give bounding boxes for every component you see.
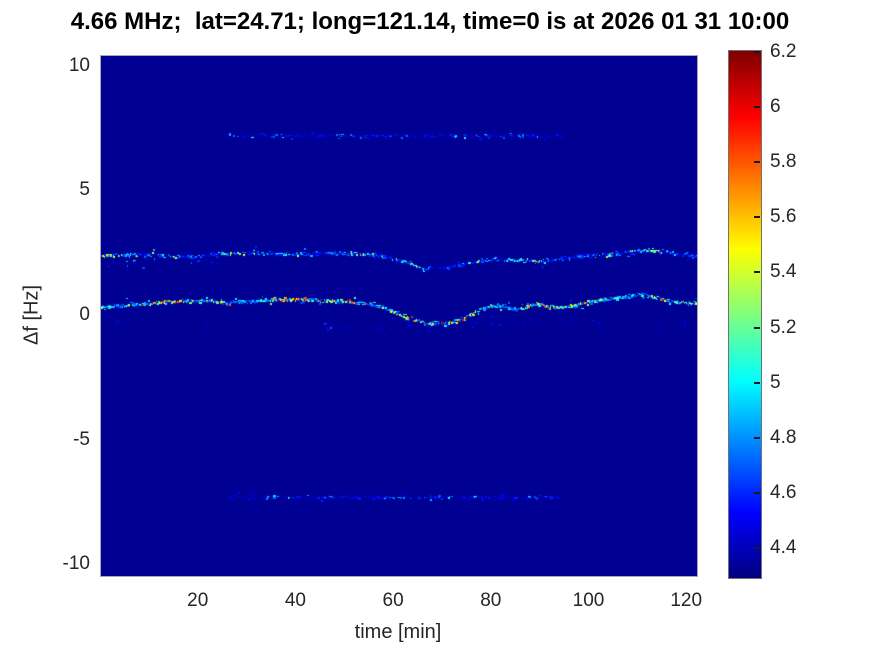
colorbar-tick-mark <box>754 381 760 384</box>
x-tick-label: 100 <box>572 590 605 611</box>
x-tick-label: 60 <box>382 590 404 611</box>
y-tick-label: -5 <box>73 428 90 450</box>
colorbar-tick-label: 5 <box>770 371 781 393</box>
colorbar-tick-label: 4.6 <box>770 481 797 503</box>
colorbar-tick-label: 6 <box>770 96 781 118</box>
colorbar-tick-mark <box>754 161 760 164</box>
x-axis-label: time [min] <box>354 621 442 643</box>
spectrogram-heatmap <box>100 55 698 577</box>
colorbar-tick-label: 6.2 <box>770 40 797 62</box>
x-tick-label: 120 <box>670 590 703 611</box>
y-tick-label: 10 <box>68 54 90 76</box>
colorbar-tick-mark <box>754 547 760 550</box>
colorbar-tick-mark <box>754 216 760 219</box>
y-tick-label: -10 <box>62 553 90 575</box>
x-tick-label: 20 <box>187 590 209 611</box>
colorbar-tick-label: 5.6 <box>770 206 797 228</box>
colorbar-tick-mark <box>754 106 760 109</box>
colorbar-tick-mark <box>754 491 760 494</box>
colorbar-tick-label: 4.8 <box>770 426 797 448</box>
chart-title: 4.66 MHz; lat=24.71; long=121.14, time=0… <box>70 8 790 35</box>
x-tick-label: 40 <box>284 590 306 611</box>
colorbar-tick-mark <box>754 271 760 274</box>
colorbar-tick-mark <box>754 50 760 53</box>
colorbar-tick-label: 4.4 <box>770 537 797 559</box>
colorbar-tick-mark <box>754 326 760 329</box>
x-tick-label: 80 <box>480 590 502 611</box>
colorbar-tick-label: 5.2 <box>770 316 797 338</box>
colorbar-tick-label: 5.8 <box>770 151 797 173</box>
colorbar <box>728 50 762 579</box>
y-tick-label: 0 <box>79 304 90 325</box>
y-tick-label: 5 <box>79 179 90 201</box>
colorbar-tick-mark <box>754 436 760 439</box>
colorbar-tick-label: 5.4 <box>770 261 797 283</box>
